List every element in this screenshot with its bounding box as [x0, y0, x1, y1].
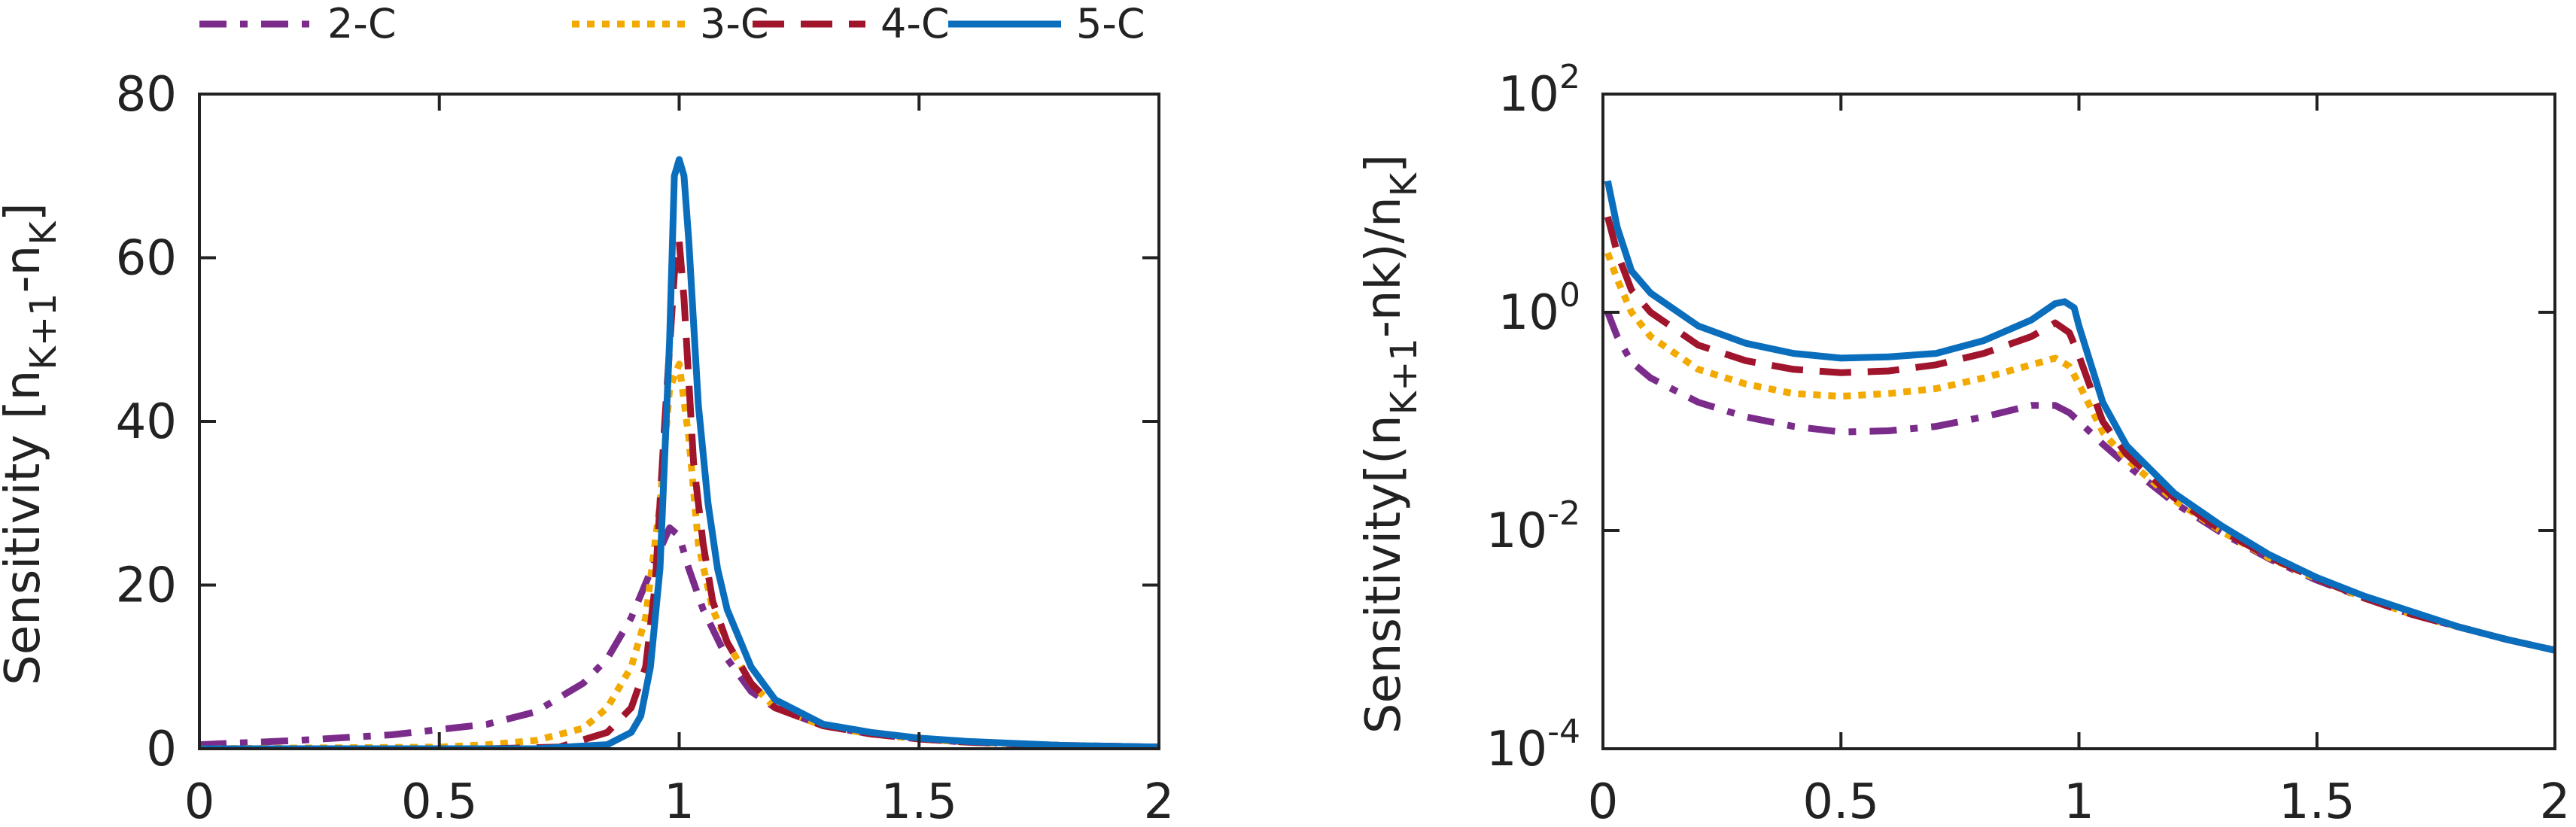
legend-label-4-C: 4-C — [880, 0, 950, 47]
series-group — [1604, 180, 2555, 654]
x-tick-label: 2 — [1144, 774, 1175, 824]
chart-sensitivity-log: 0 0.5 1 1.5 2 10-4 10-2 100 102 Sensitivity[(nK+1… — [1356, 58, 2571, 827]
x-tick-label: 0 — [184, 774, 215, 824]
series-line-4-C — [199, 238, 1159, 749]
y-axis-label: Sensitivity[(nK+1-nk)/nK] — [1356, 154, 1425, 734]
x-tick-label: 1 — [2064, 774, 2094, 824]
series-group — [199, 156, 1159, 749]
x-tick-label: 1.5 — [880, 774, 957, 824]
x-tick-label: 2 — [2540, 774, 2571, 824]
y-tick-label: 10-4 — [1486, 713, 1580, 777]
series-line-2-C — [1604, 311, 2555, 654]
legend: 2-C 3-C 4-C 5-C — [199, 0, 1145, 47]
series-line-4-C — [1604, 215, 2555, 654]
legend-label-2-C: 2-C — [327, 0, 397, 47]
x-tick-label: 0.5 — [401, 774, 478, 824]
x-tick-label: 0.5 — [1802, 774, 1879, 824]
y-tick-label: 40 — [116, 394, 177, 450]
y-tick-label: 20 — [116, 558, 177, 614]
x-tick-label: 1 — [664, 774, 695, 824]
y-tick-label: 102 — [1498, 58, 1580, 123]
series-line-5-C — [199, 156, 1159, 749]
x-tick-label: 0 — [1588, 774, 1619, 824]
legend-label-5-C: 5-C — [1076, 0, 1145, 47]
y-tick-label: 80 — [116, 67, 177, 123]
series-line-3-C — [199, 360, 1159, 749]
x-tick-label: 1.5 — [2279, 774, 2356, 824]
plot-frame — [198, 93, 1160, 750]
series-line-3-C — [1604, 251, 2555, 654]
series-line-2-C — [199, 524, 1159, 749]
y-tick-label: 10-2 — [1486, 494, 1580, 559]
y-tick-label: 0 — [146, 722, 177, 777]
y-tick-label: 60 — [116, 231, 177, 287]
series-line-5-C — [1604, 180, 2555, 654]
plot-frame — [1601, 93, 2556, 750]
y-axis-label: Sensitivity [nK+1-nK] — [0, 202, 65, 685]
y-tick-label: 100 — [1498, 276, 1580, 341]
